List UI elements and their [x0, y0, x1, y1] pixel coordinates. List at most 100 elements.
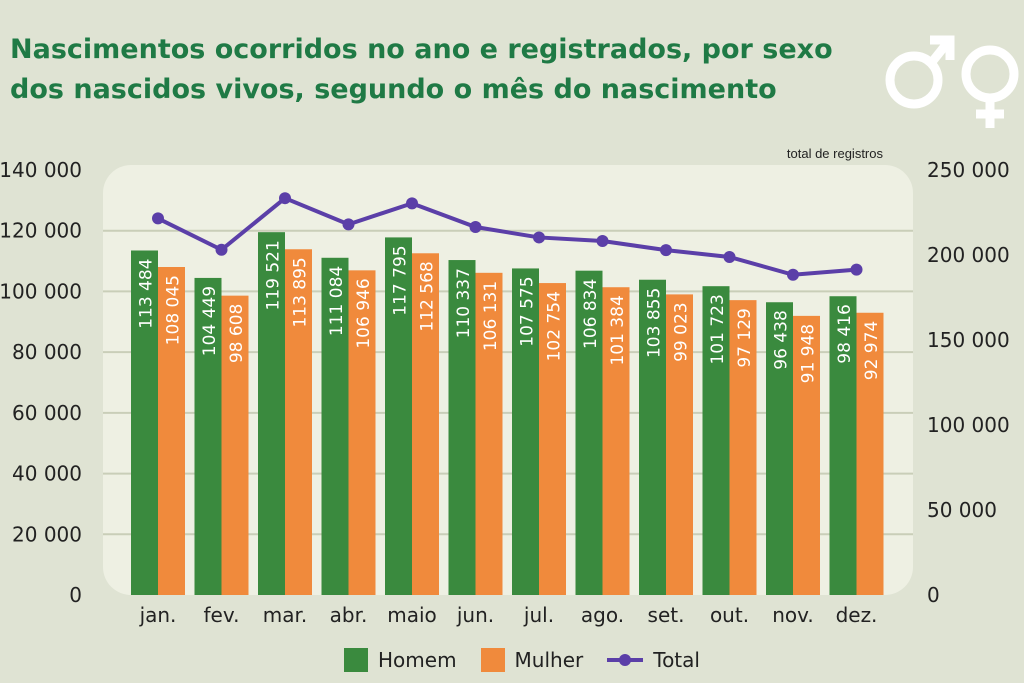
legend-swatch-mulher — [480, 648, 505, 672]
left-tick-label: 120 000 — [0, 219, 82, 243]
left-tick-label: 0 — [69, 583, 82, 607]
right-tick-label: 150 000 — [927, 328, 1010, 352]
bar-homem — [766, 302, 793, 595]
category-label: set. — [648, 603, 685, 627]
left-tick-label: 60 000 — [12, 401, 82, 425]
female-symbol-icon — [961, 45, 1019, 128]
category-label: dez. — [836, 603, 878, 627]
bar-homem — [194, 277, 222, 595]
right-tick-label: 200 000 — [927, 243, 1010, 267]
bar-homem — [385, 237, 412, 596]
category-label: maio — [387, 603, 437, 627]
axes-group: 0 20 000 40 000 60 000 80 000 100 000 120 000 1… — [0, 158, 1010, 627]
bar-label-mulher: 98 608 — [227, 304, 247, 363]
total-point — [406, 197, 418, 210]
bar-label-mulher: 112 568 — [418, 261, 438, 331]
bar-label-mulher: 101 384 — [608, 295, 628, 365]
total-point — [469, 221, 482, 234]
bar-mulher — [793, 315, 820, 595]
bar-label-mulher: 106 946 — [354, 278, 374, 348]
bar-homem — [131, 250, 158, 595]
bar-homem — [575, 270, 603, 595]
category-label: mar. — [263, 603, 307, 627]
total-point — [787, 268, 799, 281]
bar-label-mulher: 106 131 — [481, 281, 501, 351]
bar-mulher — [285, 249, 312, 595]
bar-label-mulher: 92 974 — [862, 321, 882, 380]
category-label: out. — [710, 603, 749, 627]
bar-label-homem: 101 723 — [708, 294, 728, 364]
legend-swatch-homem — [344, 648, 368, 672]
legend: Homem Mulher Total — [344, 648, 724, 672]
left-tick-label: 40 000 — [12, 462, 82, 486]
bars-group: 113 484 108 045 104 449 98 608 119 521 113 89… — [131, 232, 884, 596]
bar-mulher — [221, 295, 249, 595]
total-point — [215, 243, 228, 256]
total-point — [279, 192, 291, 205]
right-tick-label: 100 000 — [927, 413, 1010, 437]
bar-label-mulher: 113 895 — [291, 257, 311, 327]
bar-mulher — [475, 272, 503, 595]
legend-swatch-total — [607, 654, 644, 666]
bar-mulher — [158, 267, 185, 595]
bar-homem — [258, 232, 285, 595]
bar-label-mulher: 97 129 — [735, 308, 755, 367]
bar-homem — [448, 260, 476, 595]
bar-label-homem: 110 337 — [454, 268, 474, 338]
bar-mulher — [856, 312, 884, 595]
category-label: jul. — [523, 603, 554, 627]
bar-label-mulher: 99 023 — [672, 302, 692, 361]
right-tick-label: 0 — [927, 583, 940, 607]
total-point — [342, 218, 355, 231]
bar-label-mulher: 102 754 — [545, 291, 565, 361]
bar-mulher — [348, 270, 376, 595]
bar-label-mulher: 108 045 — [164, 275, 184, 345]
right-tick-label: 50 000 — [927, 498, 997, 522]
total-point — [596, 235, 609, 248]
right-tick-label: 250 000 — [927, 158, 1010, 182]
legend-label-mulher: Mulher — [514, 648, 584, 672]
bar-label-homem: 111 084 — [327, 266, 347, 336]
bar-label-homem: 104 449 — [200, 286, 220, 356]
bar-label-homem: 103 855 — [645, 288, 665, 358]
bar-label-homem: 96 438 — [772, 310, 792, 369]
left-tick-label: 20 000 — [12, 522, 82, 546]
legend-item-total: Total — [607, 648, 700, 672]
bar-homem — [321, 257, 349, 595]
bar-label-homem: 113 484 — [137, 258, 157, 328]
left-tick-label: 80 000 — [12, 340, 82, 364]
legend-item-homem: Homem — [344, 648, 457, 672]
category-label: abr. — [330, 603, 368, 627]
total-line-group — [152, 192, 863, 281]
bar-mulher — [412, 253, 439, 596]
bar-homem — [829, 296, 857, 595]
bar-mulher — [602, 287, 630, 595]
total-point — [723, 250, 736, 263]
total-point — [850, 263, 863, 276]
category-label: ago. — [581, 603, 624, 627]
left-tick-label: 100 000 — [0, 279, 82, 303]
total-point — [533, 231, 545, 244]
bar-mulher — [539, 283, 566, 595]
chart-title: Nascimentos ocorridos no ano e registrad… — [10, 34, 833, 105]
category-label: fev. — [204, 603, 240, 627]
legend-label-total: Total — [653, 648, 700, 672]
category-label: nov. — [772, 603, 814, 627]
bar-label-mulher: 91 948 — [799, 324, 819, 383]
gender-symbols — [885, 35, 1019, 128]
total-line — [157, 195, 857, 277]
category-label: jun. — [456, 603, 494, 627]
bar-homem — [702, 286, 730, 595]
bar-label-homem: 117 795 — [391, 245, 411, 315]
bar-homem — [639, 279, 666, 595]
legend-label-homem: Homem — [378, 648, 457, 672]
male-symbol-icon — [885, 35, 955, 109]
bar-homem — [512, 268, 539, 595]
bar-label-homem: 106 834 — [581, 279, 601, 349]
left-tick-label: 140 000 — [0, 158, 82, 182]
bar-mulher — [729, 300, 757, 595]
legend-item-mulher: Mulher — [480, 648, 584, 672]
bar-mulher — [666, 294, 693, 595]
bar-label-homem: 119 521 — [264, 240, 284, 310]
